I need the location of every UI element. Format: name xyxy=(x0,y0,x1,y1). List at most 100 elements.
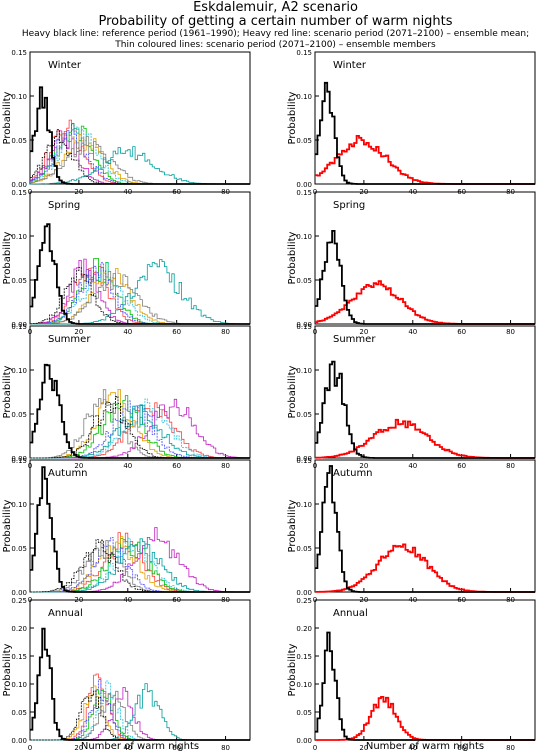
x-tick-label: 60 xyxy=(172,462,181,470)
panel-frame xyxy=(314,325,536,459)
panel-summer-mean xyxy=(314,325,536,459)
member-histogram xyxy=(30,130,250,185)
y-axis-label: Probability xyxy=(2,231,13,284)
member-histogram xyxy=(30,134,250,185)
y-tick-label: 0.00 xyxy=(296,181,312,189)
legend-description-1: Heavy black line: reference period (1961… xyxy=(21,29,530,39)
x-tick-label: 40 xyxy=(408,462,417,470)
y-tick-label: 0.10 xyxy=(11,93,27,101)
season-label: Annual xyxy=(333,608,368,619)
season-label: Winter xyxy=(333,60,367,71)
x-axis-label: Number of warm nights xyxy=(81,741,199,752)
y-tick-label: 0.10 xyxy=(296,501,312,509)
scenario-mean-histogram xyxy=(315,135,535,185)
x-tick-label: 20 xyxy=(359,462,368,470)
y-axis-label: Probability xyxy=(2,499,13,552)
x-tick-label: 20 xyxy=(74,462,83,470)
member-histogram xyxy=(30,129,250,185)
x-tick-label: 0 xyxy=(313,744,317,752)
y-tick-label: 0.10 xyxy=(11,367,27,375)
panel-frame xyxy=(314,51,536,185)
y-tick-label: 0.05 xyxy=(296,137,312,145)
panel-frame xyxy=(314,459,536,593)
y-tick-label: 0.05 xyxy=(296,411,312,419)
y-tick-label: 0.10 xyxy=(11,681,27,689)
panel-summer-members xyxy=(29,325,251,459)
y-tick-label: 0.00 xyxy=(11,737,27,745)
member-histogram xyxy=(30,119,250,185)
x-tick-label: 40 xyxy=(408,328,417,336)
x-tick-label: 0 xyxy=(28,744,32,752)
x-tick-label: 20 xyxy=(74,744,83,752)
panel-autumn-mean xyxy=(314,459,536,593)
panel-spring-members xyxy=(29,191,251,325)
y-tick-label: 0.15 xyxy=(296,189,312,197)
y-tick-label: 0.00 xyxy=(11,321,27,329)
y-axis-label: Probability xyxy=(287,365,298,418)
x-tick-label: 80 xyxy=(506,744,515,752)
y-tick-label: 0.00 xyxy=(296,589,312,597)
y-tick-label: 0.15 xyxy=(296,457,312,465)
x-tick-label: 80 xyxy=(221,744,230,752)
y-tick-label: 0.05 xyxy=(296,277,312,285)
y-tick-label: 0.15 xyxy=(296,49,312,57)
y-tick-label: 0.00 xyxy=(296,455,312,463)
panel-frame xyxy=(29,51,251,185)
x-tick-label: 80 xyxy=(221,328,230,336)
y-tick-label: 0.00 xyxy=(296,737,312,745)
scenario-mean-histogram xyxy=(315,696,535,741)
season-label: Summer xyxy=(48,334,91,345)
y-axis-label: Probability xyxy=(287,643,298,696)
reference-histogram xyxy=(315,631,535,741)
y-tick-label: 0.25 xyxy=(11,597,27,605)
x-tick-label: 40 xyxy=(123,744,132,752)
reference-histogram xyxy=(315,230,535,325)
scenario-mean-histogram xyxy=(315,543,535,593)
y-tick-label: 0.00 xyxy=(11,181,27,189)
panel-autumn-members xyxy=(29,459,251,593)
member-histogram xyxy=(30,146,250,185)
y-tick-label: 0.15 xyxy=(11,189,27,197)
member-histogram xyxy=(30,400,250,459)
x-tick-label: 20 xyxy=(359,328,368,336)
x-tick-label: 60 xyxy=(457,328,466,336)
season-label: Autumn xyxy=(333,468,373,479)
season-label: Spring xyxy=(48,200,80,211)
y-tick-label: 0.00 xyxy=(296,321,312,329)
member-histogram xyxy=(30,258,250,325)
member-histogram xyxy=(30,262,250,325)
x-tick-label: 80 xyxy=(506,328,515,336)
season-label: Spring xyxy=(333,200,365,211)
y-tick-label: 0.05 xyxy=(296,545,312,553)
y-axis-label: Probability xyxy=(2,643,13,696)
y-tick-label: 0.10 xyxy=(296,367,312,375)
y-axis-label: Probability xyxy=(287,231,298,284)
panel-spring-mean xyxy=(314,191,536,325)
panel-frame xyxy=(314,191,536,325)
reference-histogram xyxy=(30,627,250,741)
x-axis-label: Number of warm nights xyxy=(366,741,484,752)
legend-description-2: Thin coloured lines: scenario period (20… xyxy=(115,40,436,50)
y-axis-label: Probability xyxy=(287,91,298,144)
member-histogram xyxy=(30,123,250,185)
reference-histogram xyxy=(315,81,535,185)
member-histogram xyxy=(30,258,250,325)
reference-histogram xyxy=(315,360,535,459)
x-tick-label: 20 xyxy=(359,744,368,752)
y-tick-label: 0.15 xyxy=(11,49,27,57)
member-histogram xyxy=(30,123,250,185)
y-tick-label: 0.05 xyxy=(11,545,27,553)
y-tick-label: 0.05 xyxy=(11,277,27,285)
y-tick-label: 0.05 xyxy=(11,137,27,145)
y-tick-label: 0.10 xyxy=(11,233,27,241)
y-tick-label: 0.10 xyxy=(296,93,312,101)
x-tick-label: 60 xyxy=(172,744,181,752)
scenario-mean-histogram xyxy=(315,280,535,325)
reference-histogram xyxy=(30,363,250,459)
reference-histogram xyxy=(30,86,250,185)
y-tick-label: 0.20 xyxy=(296,625,312,633)
panel-annual-members xyxy=(29,599,251,741)
season-label: Winter xyxy=(48,60,82,71)
chart-subtitle: Probability of getting a certain number … xyxy=(98,14,453,29)
season-label: Annual xyxy=(48,608,83,619)
